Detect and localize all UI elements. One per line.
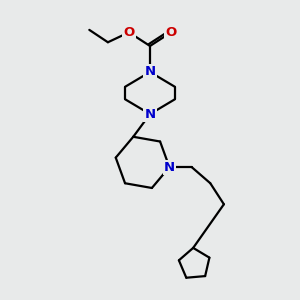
Text: N: N bbox=[164, 160, 175, 174]
Text: N: N bbox=[144, 108, 156, 121]
Text: O: O bbox=[165, 26, 177, 39]
Text: O: O bbox=[123, 26, 135, 39]
Text: N: N bbox=[144, 65, 156, 79]
